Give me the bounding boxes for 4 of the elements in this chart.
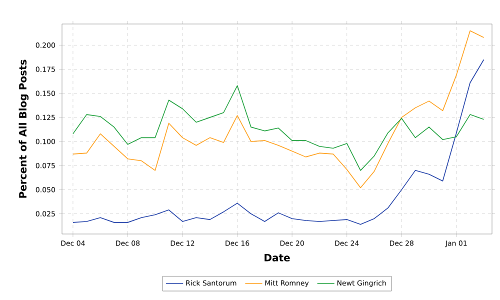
line-series xyxy=(72,85,484,171)
line-series xyxy=(72,59,484,225)
x-axis-title: Date xyxy=(264,254,290,262)
y-axis-title: Percent of All Blog Posts xyxy=(18,60,29,198)
